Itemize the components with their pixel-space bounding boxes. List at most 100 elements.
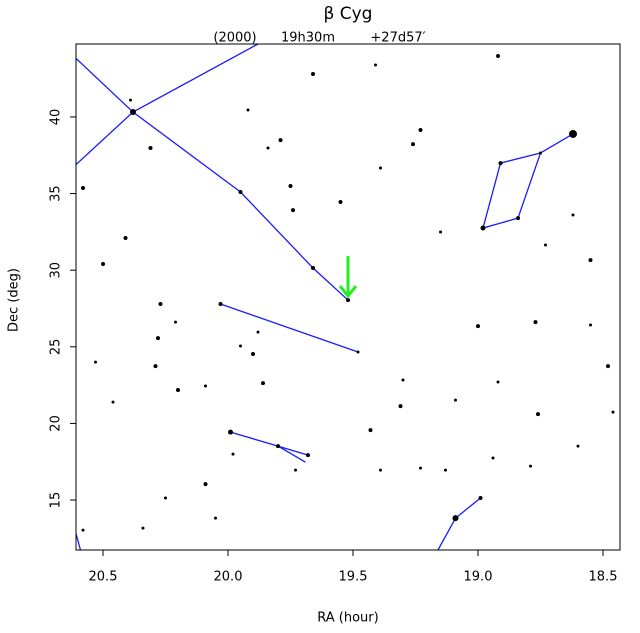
star (141, 526, 145, 530)
star (544, 243, 547, 247)
epoch: (2000) (213, 31, 256, 46)
y-tick-label: 40 (49, 109, 64, 126)
constellation-line (220, 303, 359, 353)
star (130, 109, 136, 116)
star (123, 236, 128, 241)
x-tick-label: 19.5 (339, 570, 368, 585)
star (203, 482, 208, 487)
ra-center: 19h30m (281, 31, 335, 46)
x-tick-label: 18.5 (589, 570, 618, 585)
star (588, 258, 593, 263)
star (476, 324, 480, 329)
target-arrow (338, 256, 358, 299)
star (111, 400, 115, 404)
star (256, 330, 260, 334)
star (148, 146, 153, 151)
y-tick-label: 30 (49, 262, 64, 279)
star (288, 184, 293, 189)
y-axis-label: Dec (deg) (7, 268, 22, 332)
star (611, 410, 615, 414)
star (419, 466, 422, 470)
constellation-line (76, 57, 349, 301)
star (246, 108, 250, 112)
star (238, 190, 243, 195)
chart-title: β Cyg (324, 4, 373, 24)
star (239, 344, 242, 348)
star (294, 468, 297, 472)
y-tick-label: 25 (49, 339, 64, 356)
star (94, 360, 97, 364)
plot-frame (75, 43, 621, 551)
star (291, 208, 295, 213)
plot-area (76, 44, 615, 550)
star (439, 230, 442, 234)
y-tick-label: 20 (49, 415, 64, 432)
star (418, 127, 423, 132)
star (306, 453, 310, 458)
star (536, 412, 540, 417)
arrow-head (338, 285, 358, 299)
star (311, 266, 315, 271)
star (338, 199, 343, 204)
star (576, 444, 580, 448)
star (480, 225, 486, 231)
star (356, 350, 360, 354)
star (452, 515, 459, 522)
star (276, 444, 280, 449)
star (156, 336, 160, 341)
star (231, 452, 235, 456)
star (214, 516, 217, 520)
star (478, 496, 483, 501)
star (251, 352, 255, 357)
star (379, 468, 382, 472)
star (266, 146, 270, 150)
star (129, 98, 132, 102)
constellation-line (277, 445, 306, 463)
star (346, 298, 350, 303)
star (176, 388, 180, 393)
star (278, 138, 283, 143)
star (498, 161, 503, 166)
star (454, 398, 457, 402)
star (81, 528, 85, 532)
star (516, 216, 520, 221)
star (368, 428, 373, 433)
star (261, 381, 265, 386)
star (311, 72, 315, 77)
star (496, 53, 500, 58)
star (81, 186, 85, 191)
constellation-line (230, 431, 309, 456)
constellation-line (482, 133, 574, 229)
star (529, 464, 532, 468)
star (491, 456, 495, 460)
star (153, 364, 158, 369)
star (228, 429, 233, 435)
star (411, 142, 415, 147)
star (158, 302, 163, 307)
x-tick-label: 19.0 (464, 570, 493, 585)
constellation-line (437, 497, 481, 550)
x-axis-label: RA (hour) (317, 611, 378, 626)
star (569, 129, 577, 138)
star (174, 320, 177, 324)
dec-center: +27d57′ (370, 31, 425, 46)
star (218, 302, 223, 307)
star (398, 404, 403, 409)
star (401, 378, 405, 382)
y-tick-label: 15 (49, 492, 64, 509)
star (496, 380, 500, 384)
star (101, 262, 105, 267)
star (374, 63, 377, 67)
x-tick-label: 20.5 (89, 570, 118, 585)
star (539, 151, 542, 155)
star (571, 213, 575, 217)
y-tick-label: 35 (49, 185, 64, 202)
star (164, 496, 167, 500)
star (204, 384, 207, 388)
x-tick-label: 20.0 (214, 570, 243, 585)
star (379, 166, 382, 170)
constellation-line (76, 44, 259, 166)
star (533, 320, 538, 325)
star (606, 364, 610, 369)
